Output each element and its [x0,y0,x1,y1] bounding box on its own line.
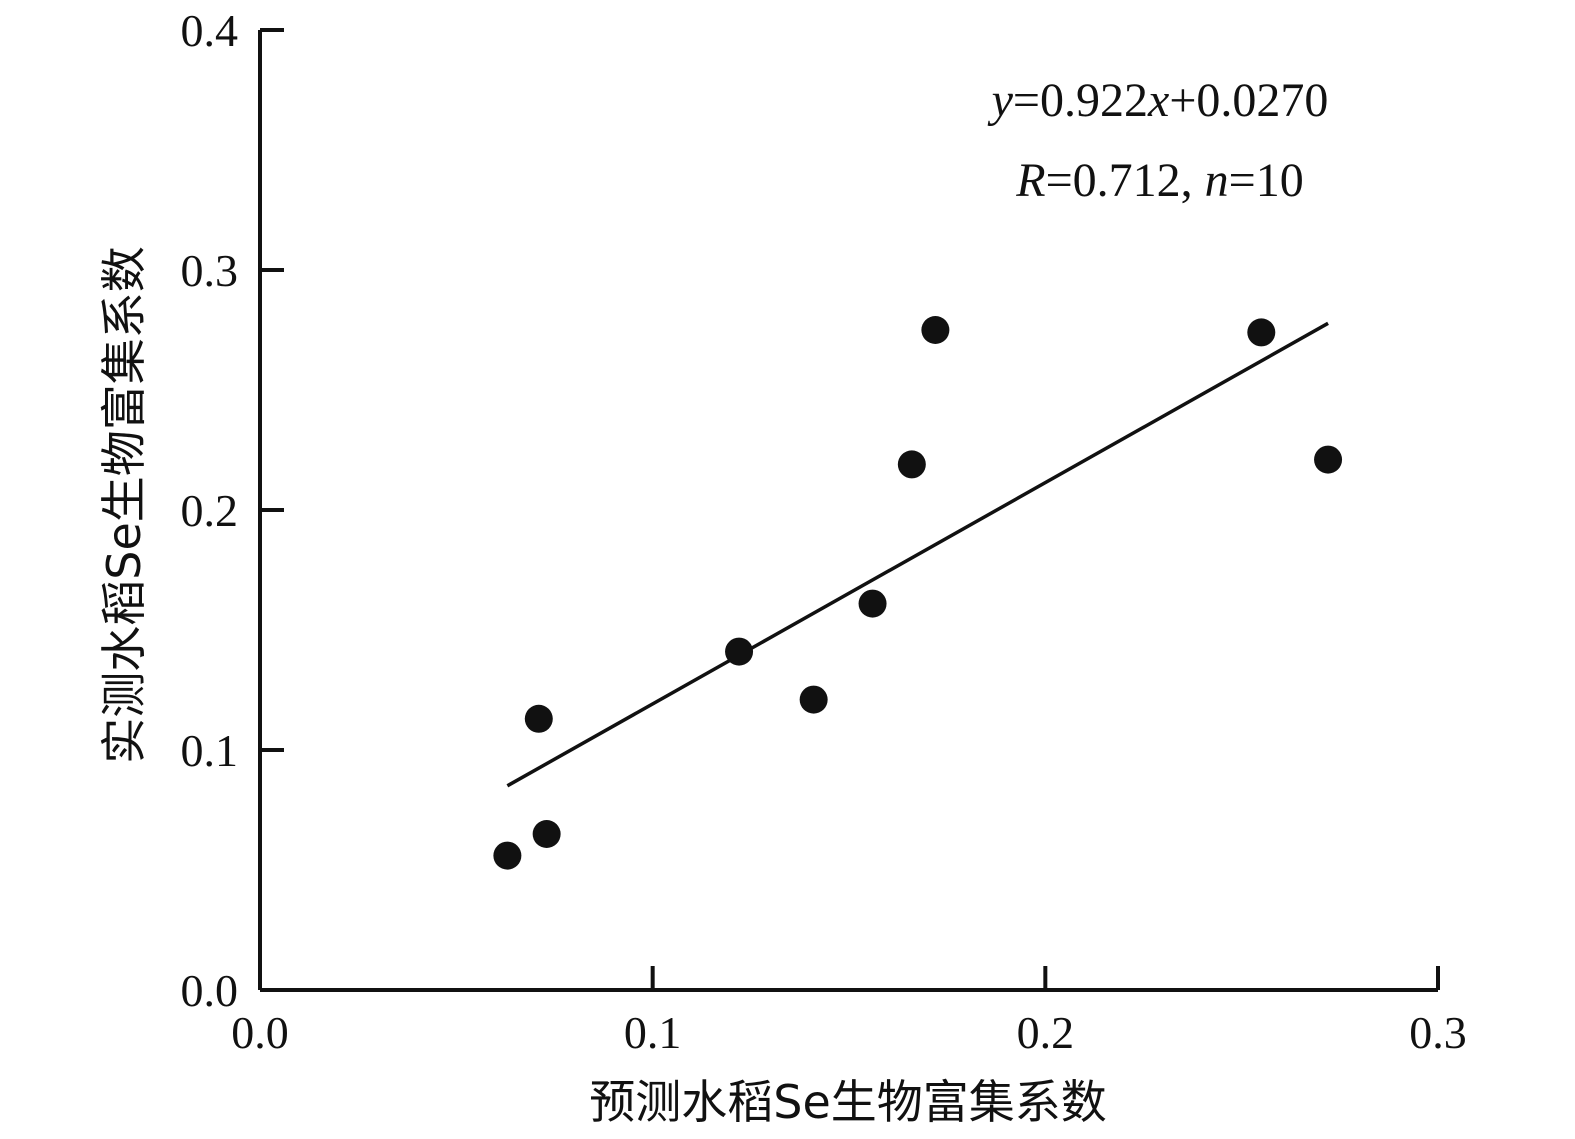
x-axis-title: 预测水稻Se生物富集系数 [589,1075,1107,1129]
stats-n-symbol: n [1205,154,1229,207]
data-points [493,316,1343,870]
y-tick-label: 0.0 [181,965,239,1016]
data-point [725,637,754,666]
data-point [1247,318,1276,347]
stats-r-symbol: R [1015,154,1045,207]
stats-r-value: =0.712, [1046,154,1205,207]
x-tick-label: 0.0 [231,1007,289,1058]
stats-n-value: =10 [1229,154,1304,207]
y-ticks: 0.0 0.1 0.2 0.3 0.4 [181,5,284,1016]
y-tick-label: 0.1 [181,725,239,776]
equation-y-symbol: y [987,74,1014,127]
x-ticks: 0.0 0.1 0.2 0.3 [231,966,1467,1058]
data-point [493,841,522,870]
regression-line [506,321,1329,788]
equation-x-symbol: x [1147,74,1169,127]
data-point [532,820,561,848]
y-tick-label: 0.4 [181,5,239,56]
x-tick-label: 0.1 [624,1007,682,1058]
regression-stats: R=0.712, n=10 [1015,154,1303,207]
y-axis-title: 实测水稻Se生物富集系数 [97,246,151,764]
equation-slope: =0.922 [1013,74,1148,127]
data-point [1314,445,1343,474]
data-point [921,316,950,344]
equation-intercept: +0.0270 [1169,74,1328,127]
fit-line-group [506,321,1329,788]
data-point [524,704,553,733]
regression-equation: y=0.922x+0.0270 [987,74,1329,127]
x-tick-label: 0.3 [1409,1007,1467,1058]
data-point [858,589,887,618]
y-tick-label: 0.2 [181,485,239,536]
data-point [799,685,828,714]
y-tick-label: 0.3 [181,245,239,296]
x-tick-label: 0.2 [1017,1007,1075,1058]
data-point [897,450,926,479]
